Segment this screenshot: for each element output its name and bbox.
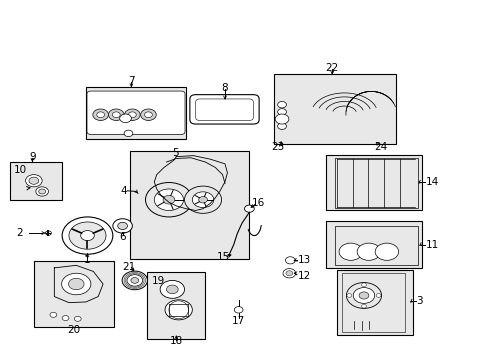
Circle shape xyxy=(285,271,292,276)
Circle shape xyxy=(144,112,152,118)
Circle shape xyxy=(234,307,243,313)
Circle shape xyxy=(124,109,140,121)
FancyBboxPatch shape xyxy=(195,99,253,121)
Circle shape xyxy=(184,186,221,213)
Text: 24: 24 xyxy=(374,142,387,152)
Circle shape xyxy=(375,294,380,297)
Circle shape xyxy=(127,275,142,286)
Bar xyxy=(273,74,395,144)
Circle shape xyxy=(283,269,295,278)
FancyBboxPatch shape xyxy=(87,91,184,134)
Text: 21: 21 xyxy=(122,262,135,272)
Circle shape xyxy=(346,283,381,309)
Circle shape xyxy=(154,189,183,211)
Circle shape xyxy=(275,114,288,124)
Circle shape xyxy=(118,222,127,229)
Circle shape xyxy=(93,109,108,121)
Circle shape xyxy=(358,292,368,299)
Circle shape xyxy=(198,197,207,203)
Circle shape xyxy=(120,114,131,123)
Text: 3: 3 xyxy=(416,296,423,306)
Circle shape xyxy=(192,192,213,208)
FancyBboxPatch shape xyxy=(189,95,259,124)
Circle shape xyxy=(112,112,120,118)
Text: 9: 9 xyxy=(29,152,36,162)
Circle shape xyxy=(164,300,192,320)
Text: 2: 2 xyxy=(16,228,22,238)
Circle shape xyxy=(361,283,366,287)
Text: 6: 6 xyxy=(119,232,125,242)
Circle shape xyxy=(61,273,91,295)
Circle shape xyxy=(25,175,42,187)
Circle shape xyxy=(131,278,139,283)
Text: 13: 13 xyxy=(298,255,311,265)
Circle shape xyxy=(45,231,51,235)
Circle shape xyxy=(285,257,295,264)
Circle shape xyxy=(97,112,104,118)
Bar xyxy=(130,151,249,259)
Text: 22: 22 xyxy=(325,63,338,73)
Circle shape xyxy=(145,183,192,217)
Bar xyxy=(336,270,412,335)
Text: 17: 17 xyxy=(231,316,245,325)
Bar xyxy=(326,155,421,211)
Circle shape xyxy=(338,243,362,260)
Text: 19: 19 xyxy=(152,276,165,286)
Bar xyxy=(341,273,405,332)
Text: 18: 18 xyxy=(169,336,183,346)
Circle shape xyxy=(128,112,136,118)
Text: 16: 16 xyxy=(251,198,264,208)
Bar xyxy=(34,261,114,327)
Circle shape xyxy=(277,102,286,108)
Circle shape xyxy=(62,217,113,254)
Circle shape xyxy=(141,109,156,121)
Bar xyxy=(326,221,421,268)
Circle shape xyxy=(124,130,133,136)
Circle shape xyxy=(113,219,132,233)
Circle shape xyxy=(277,109,286,115)
Circle shape xyxy=(62,316,69,320)
Text: 14: 14 xyxy=(425,177,438,187)
Circle shape xyxy=(163,195,174,204)
Ellipse shape xyxy=(168,301,188,319)
Text: 20: 20 xyxy=(67,325,80,335)
Circle shape xyxy=(50,312,57,318)
Bar xyxy=(334,226,417,265)
Circle shape xyxy=(81,230,94,240)
Text: 11: 11 xyxy=(425,239,438,249)
Circle shape xyxy=(277,123,286,130)
Circle shape xyxy=(374,243,398,260)
Circle shape xyxy=(74,316,81,321)
Circle shape xyxy=(244,205,254,212)
Circle shape xyxy=(108,109,124,121)
Bar xyxy=(86,87,185,139)
Text: 7: 7 xyxy=(128,76,134,86)
Circle shape xyxy=(160,280,184,298)
Bar xyxy=(147,272,205,338)
Text: 8: 8 xyxy=(221,83,228,93)
Text: 5: 5 xyxy=(172,148,178,158)
Text: 12: 12 xyxy=(298,271,311,281)
Text: 10: 10 xyxy=(13,165,26,175)
Circle shape xyxy=(68,278,84,290)
Circle shape xyxy=(352,288,374,303)
Text: 1: 1 xyxy=(84,255,91,265)
Text: 15: 15 xyxy=(216,252,229,262)
Circle shape xyxy=(39,189,45,194)
Circle shape xyxy=(356,243,380,260)
Circle shape xyxy=(277,116,286,122)
Text: 23: 23 xyxy=(270,142,284,152)
Circle shape xyxy=(36,187,48,196)
Text: 4: 4 xyxy=(121,186,127,196)
Circle shape xyxy=(69,222,106,249)
Circle shape xyxy=(29,177,39,184)
Bar xyxy=(334,158,417,208)
Circle shape xyxy=(122,271,147,290)
Circle shape xyxy=(346,294,351,297)
Circle shape xyxy=(166,285,178,294)
Circle shape xyxy=(361,305,366,308)
Bar xyxy=(10,162,61,200)
